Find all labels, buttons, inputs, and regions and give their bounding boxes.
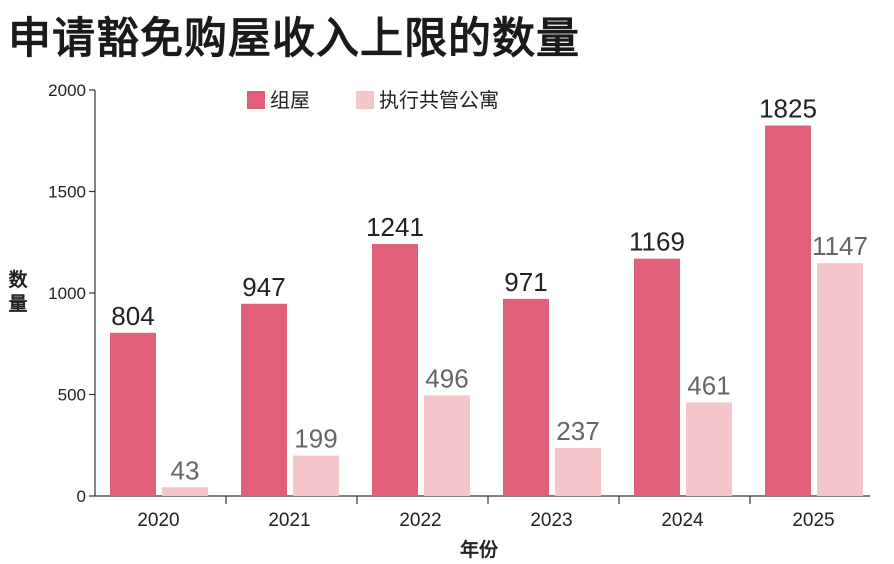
bar-2022-ec [424, 395, 470, 496]
data-label: 971 [504, 267, 547, 297]
bar-2025-ec [817, 263, 863, 496]
bar-2025-hdb [765, 125, 811, 497]
y-tick-label: 2000 [48, 81, 86, 100]
x-axis-title: 年份 [460, 538, 499, 561]
y-axis-title-char: 数 [8, 268, 28, 291]
data-label: 43 [171, 455, 200, 485]
bar-2020-ec [162, 487, 208, 496]
bar-2023-ec [555, 447, 601, 496]
x-tick-label: 2020 [137, 510, 179, 531]
bar-2021-hdb [241, 303, 287, 496]
data-label: 496 [425, 363, 468, 393]
data-label: 1241 [366, 212, 424, 242]
data-label: 461 [687, 370, 730, 400]
y-tick-label: 1500 [48, 183, 86, 202]
x-tick-label: 2023 [530, 510, 572, 531]
x-tick-label: 2022 [399, 510, 441, 531]
chart-value-labels: 804 947 1241 971 1169 1825 43 199 496 237 461 1147 [111, 94, 868, 486]
chart-legend: 组屋 执行共管公寓 [247, 88, 499, 112]
bar-2024-ec [686, 402, 732, 496]
chart-title: 申请豁免购屋收入上限的数量 [8, 14, 580, 64]
legend-label: 执行共管公寓 [379, 88, 499, 112]
y-tick-label: 1000 [48, 284, 86, 303]
y-tick-label: 500 [58, 386, 86, 405]
chart-bars [110, 125, 863, 497]
bar-2021-ec [293, 455, 339, 496]
legend-label: 组屋 [270, 88, 310, 112]
bar-2023-hdb [503, 298, 549, 496]
y-tick-label: 0 [77, 487, 86, 506]
data-label: 947 [242, 272, 285, 302]
data-label: 199 [294, 424, 337, 454]
data-label: 804 [111, 301, 154, 331]
y-axis-title-char: 量 [8, 293, 27, 315]
legend-swatch [247, 91, 265, 109]
data-label: 1147 [812, 231, 868, 261]
x-tick-label: 2024 [661, 510, 704, 531]
x-tick-label: 2021 [268, 510, 310, 531]
chart-axes: 0 500 1000 1500 2000 2020 2021 2022 2023 2024 2025… [8, 81, 870, 561]
bar-2022-hdb [372, 244, 418, 496]
data-label: 1169 [629, 227, 685, 257]
legend-swatch [356, 91, 374, 109]
bar-2024-hdb [634, 258, 680, 496]
data-label: 237 [556, 416, 599, 446]
data-label: 1825 [759, 94, 817, 124]
bar-2020-hdb [110, 332, 156, 496]
x-tick-label: 2025 [792, 510, 834, 531]
